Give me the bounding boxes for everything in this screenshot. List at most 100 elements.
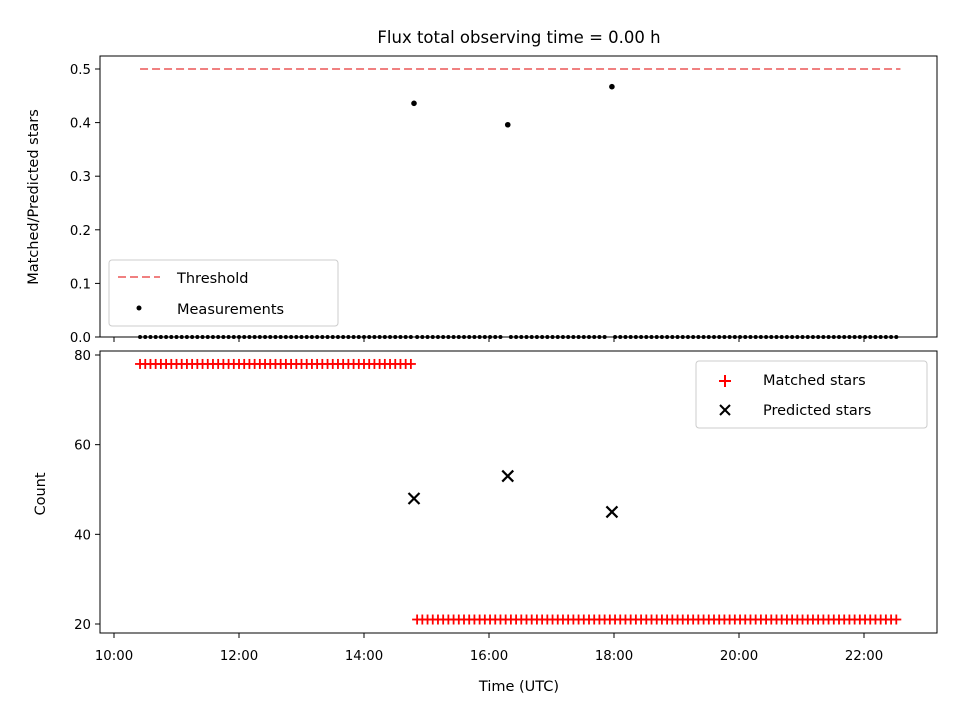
x-tick-label: 18:00 [595, 649, 633, 664]
measurement-point [613, 335, 618, 339]
legend-measurements-label: Measurements [177, 302, 284, 318]
measurement-point [868, 335, 873, 339]
measurement-point [467, 335, 472, 339]
measurement-point [393, 335, 398, 339]
measurement-point [372, 335, 377, 339]
top-plot-marks [138, 68, 901, 339]
measurement-point [774, 335, 779, 339]
x-tick-label: 22:00 [845, 649, 883, 664]
measurement-point [174, 335, 179, 339]
measurement-point [441, 335, 446, 339]
measurement-point [446, 335, 451, 339]
measurement-point [330, 335, 335, 339]
measurement-point [252, 335, 257, 339]
measurement-point [889, 335, 894, 339]
measurement-point [805, 335, 810, 339]
measurement-point [842, 335, 847, 339]
measurement-point [644, 335, 649, 339]
measurement-point [863, 335, 868, 339]
measurement-point [784, 335, 789, 339]
bottom-y-tick-label: 40 [74, 528, 91, 543]
measurement-point [592, 335, 597, 339]
measurement-point [493, 335, 498, 339]
bottom-plot-marks [135, 358, 902, 625]
measurement-point [764, 335, 769, 339]
measurement-point [810, 335, 815, 339]
measurement-point [309, 335, 314, 339]
measurement-point [821, 335, 826, 339]
bottom-y-tick-label: 20 [74, 618, 91, 633]
legend-matched-swatch [719, 375, 731, 387]
measurement-point [435, 335, 440, 339]
matched-star-point [405, 358, 416, 369]
measurement-point [534, 335, 539, 339]
bottom-y-tick-label: 60 [74, 439, 91, 454]
measurement-point [362, 335, 366, 339]
measurement-point [628, 335, 633, 339]
measurement-point [712, 335, 716, 339]
measurement-point [242, 335, 247, 339]
top-legend: Threshold Measurements [108, 259, 339, 327]
top-y-tick-label: 0.1 [70, 277, 91, 292]
measurement-point [670, 335, 675, 339]
legend-matched-label: Matched stars [763, 373, 866, 389]
top-y-tick-label: 0.4 [70, 117, 91, 132]
measurement-point [826, 335, 831, 339]
measurement-point [335, 335, 340, 339]
measurement-point [278, 335, 283, 339]
measurement-point [545, 335, 550, 339]
measurement-point [769, 335, 774, 339]
measurement-point [609, 83, 615, 90]
predicted-star-point [407, 492, 421, 505]
measurement-point [508, 335, 513, 339]
measurement-point [748, 335, 753, 339]
measurement-point [420, 335, 425, 339]
measurement-point [675, 335, 680, 339]
measurement-point [665, 335, 670, 339]
measurement-point [268, 335, 273, 339]
measurement-point [205, 335, 210, 339]
measurement-point [456, 335, 461, 339]
measurement-point [691, 335, 696, 339]
measurement-point [894, 335, 899, 339]
measurement-point [200, 335, 205, 339]
measurement-point [294, 335, 299, 339]
measurement-point [273, 335, 278, 339]
measurement-point [184, 335, 189, 339]
predicted-star-point [501, 469, 515, 483]
matched-star-point [891, 614, 902, 625]
bottom-y-tick-label: 80 [74, 349, 91, 364]
measurement-point [488, 335, 493, 339]
measurement-point [790, 335, 795, 339]
measurement-point [403, 335, 408, 339]
measurement-point [800, 335, 805, 339]
measurement-point [816, 335, 821, 339]
measurement-point [696, 335, 701, 339]
measurement-point [852, 335, 857, 339]
measurement-point [597, 335, 602, 339]
measurement-point [138, 335, 143, 339]
measurement-point [529, 335, 534, 339]
measurement-point [555, 335, 560, 339]
measurement-point [153, 335, 158, 339]
measurement-point [659, 335, 664, 339]
x-axis-label: Time (UTC) [478, 679, 559, 695]
measurement-point [602, 335, 607, 339]
measurement-point [408, 335, 413, 339]
measurement-point [732, 335, 737, 339]
top-y-tick-label: 0.0 [70, 331, 91, 346]
x-tick-label: 12:00 [220, 649, 258, 664]
measurement-point [351, 335, 356, 339]
measurement-point [654, 335, 659, 339]
bottom-axis-ticks: 20 40 60 80 10:00 12:00 14:00 16:00 18:00 20:00 22… [74, 349, 883, 664]
measurement-point [550, 335, 555, 339]
bottom-y-axis-label: Count [33, 472, 49, 515]
bottom-legend: Matched stars Predicted stars [695, 360, 928, 429]
legend-threshold-label: Threshold [176, 271, 248, 287]
measurement-point [779, 335, 784, 339]
measurement-point [451, 335, 456, 339]
measurement-point [377, 335, 382, 339]
legend-measurements-swatch [136, 305, 142, 311]
measurement-point [571, 335, 576, 339]
legend-predicted-swatch [719, 404, 731, 416]
